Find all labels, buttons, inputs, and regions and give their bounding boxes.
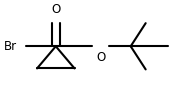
Text: O: O: [51, 3, 60, 16]
Text: O: O: [96, 51, 105, 64]
Text: Br: Br: [4, 40, 17, 53]
